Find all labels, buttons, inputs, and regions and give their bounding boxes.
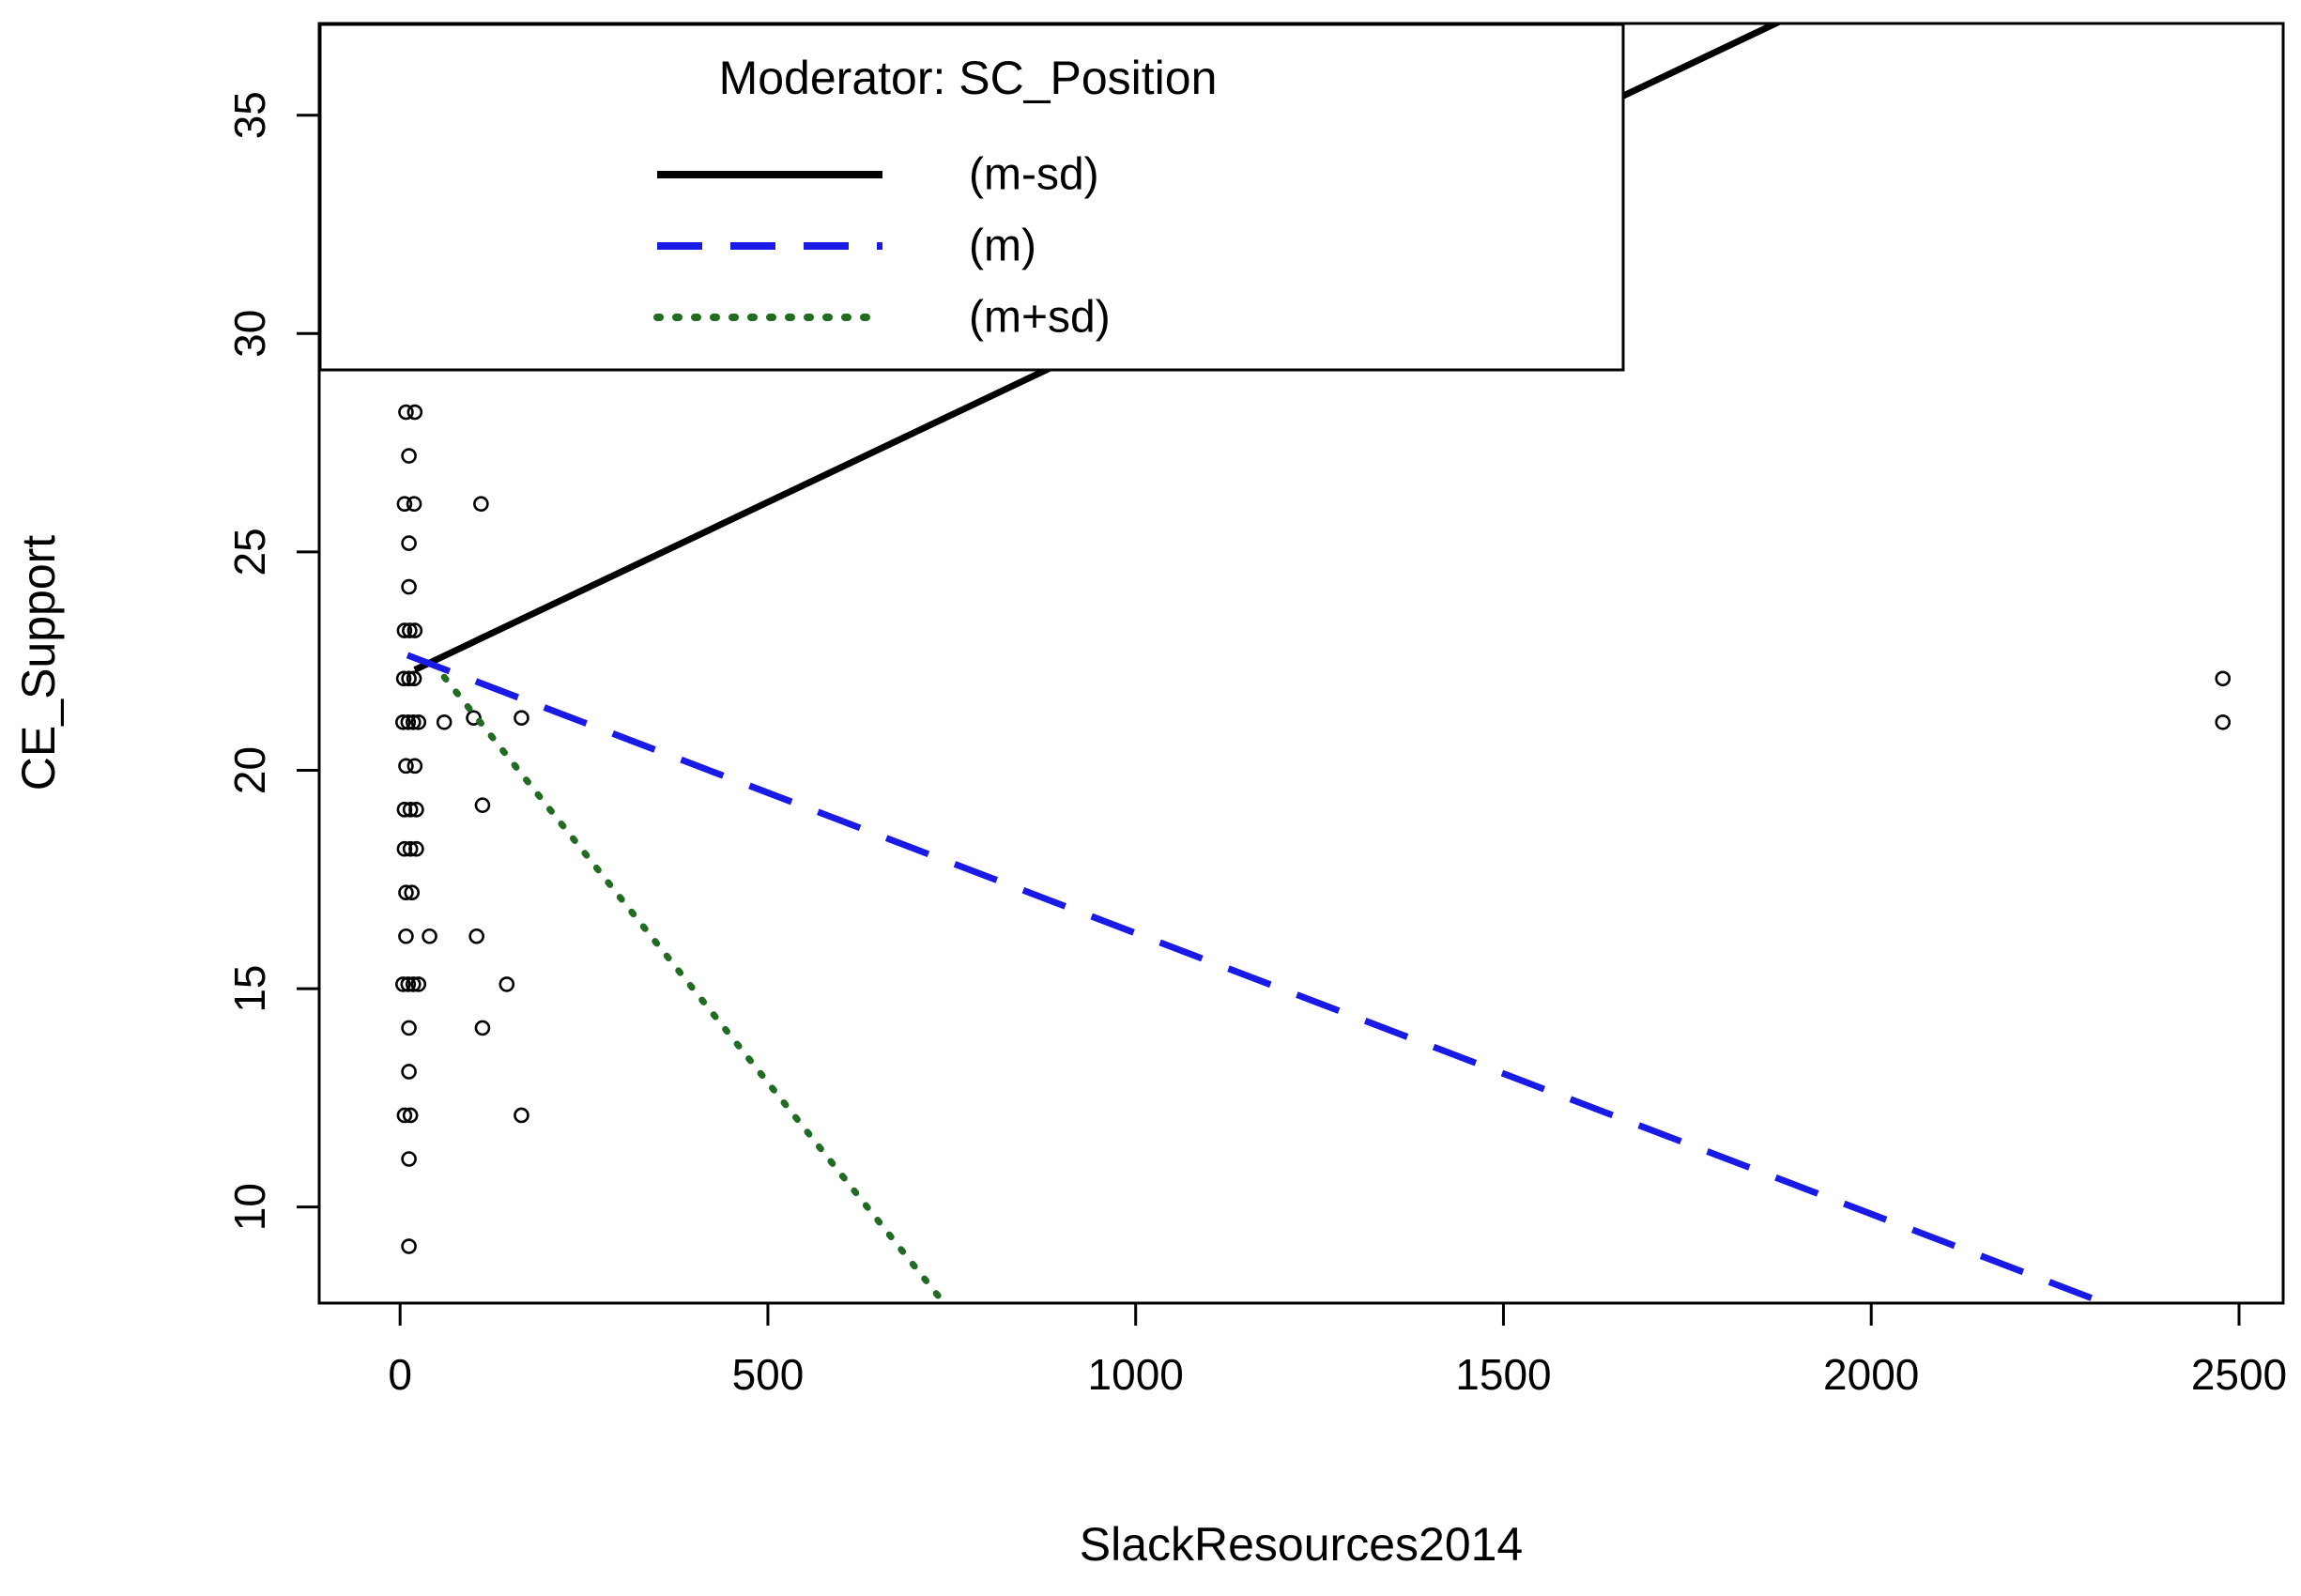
data-point <box>401 448 417 464</box>
data-point <box>422 928 437 944</box>
data-point <box>408 840 424 857</box>
data-point <box>410 714 427 730</box>
data-point <box>401 535 417 551</box>
data-point <box>410 976 427 992</box>
data-point <box>474 1020 491 1036</box>
data-point <box>405 714 422 730</box>
data-point <box>402 840 419 857</box>
y-tick-label: 35 <box>225 91 274 139</box>
data-point <box>401 1238 417 1254</box>
data-point <box>396 1107 413 1124</box>
x-axis-title: SlackResources2014 <box>1080 1518 1524 1571</box>
x-tick-label: 2500 <box>2191 1350 2287 1399</box>
data-point <box>401 670 417 687</box>
data-point <box>396 496 413 513</box>
data-point <box>402 622 418 638</box>
data-point <box>401 1064 417 1080</box>
scatter-points <box>395 404 2232 1254</box>
x-tick-label: 2000 <box>1823 1350 1919 1399</box>
data-point <box>408 802 424 818</box>
data-point <box>406 670 422 687</box>
data-point <box>514 1107 529 1124</box>
data-point <box>474 797 491 813</box>
data-point <box>402 802 419 818</box>
legend-box <box>318 23 1625 372</box>
fit-line-m+sd <box>440 673 948 1303</box>
data-point <box>396 622 413 638</box>
y-tick-label: 25 <box>225 528 274 575</box>
data-point <box>499 976 515 992</box>
legend: Moderator: SC_Position (m-sd) (m) (m+sd) <box>318 23 1625 372</box>
data-point <box>466 710 482 726</box>
data-point <box>401 1151 417 1167</box>
data-point <box>402 1107 419 1124</box>
data-point <box>468 928 484 944</box>
data-point <box>473 496 489 513</box>
y-tick-label: 10 <box>225 1183 274 1231</box>
x-tick-label: 1500 <box>1455 1350 1551 1399</box>
data-point <box>407 758 423 775</box>
data-point <box>396 840 413 857</box>
data-point <box>407 622 423 638</box>
fit-line-m <box>406 652 2109 1303</box>
data-point <box>400 714 417 730</box>
data-point <box>407 404 423 421</box>
data-point <box>398 404 414 421</box>
data-point <box>406 496 422 513</box>
y-tick-label: 30 <box>225 310 274 358</box>
data-point <box>396 802 413 818</box>
y-axis-ticks: 10 15 20 25 30 35 <box>225 91 319 1231</box>
data-point <box>2215 670 2232 687</box>
data-point <box>401 578 417 595</box>
x-tick-label: 1000 <box>1088 1350 1184 1399</box>
data-point <box>404 884 421 901</box>
y-tick-label: 20 <box>225 746 274 794</box>
x-tick-label: 0 <box>388 1350 412 1399</box>
x-tick-label: 500 <box>732 1350 805 1399</box>
data-point <box>398 758 414 775</box>
data-point <box>398 928 414 944</box>
legend-label-m: (m) <box>969 222 1036 271</box>
data-point <box>401 1020 417 1036</box>
legend-label-m-minus-sd: (m-sd) <box>969 150 1099 200</box>
data-point <box>395 976 411 992</box>
legend-title: Moderator: SC_Position <box>719 52 1218 104</box>
data-point <box>405 976 422 992</box>
data-point <box>436 714 453 730</box>
data-point <box>400 976 417 992</box>
data-point <box>514 710 529 726</box>
data-point <box>395 670 412 687</box>
x-axis-ticks: 0 500 1000 1500 2000 2500 <box>388 1303 2287 1399</box>
y-axis-title: CE_Support <box>12 535 65 790</box>
data-point <box>2215 714 2232 730</box>
legend-label-m-plus-sd: (m+sd) <box>969 293 1111 343</box>
y-tick-label: 15 <box>225 964 274 1012</box>
data-point <box>395 714 411 730</box>
data-point <box>398 884 414 901</box>
